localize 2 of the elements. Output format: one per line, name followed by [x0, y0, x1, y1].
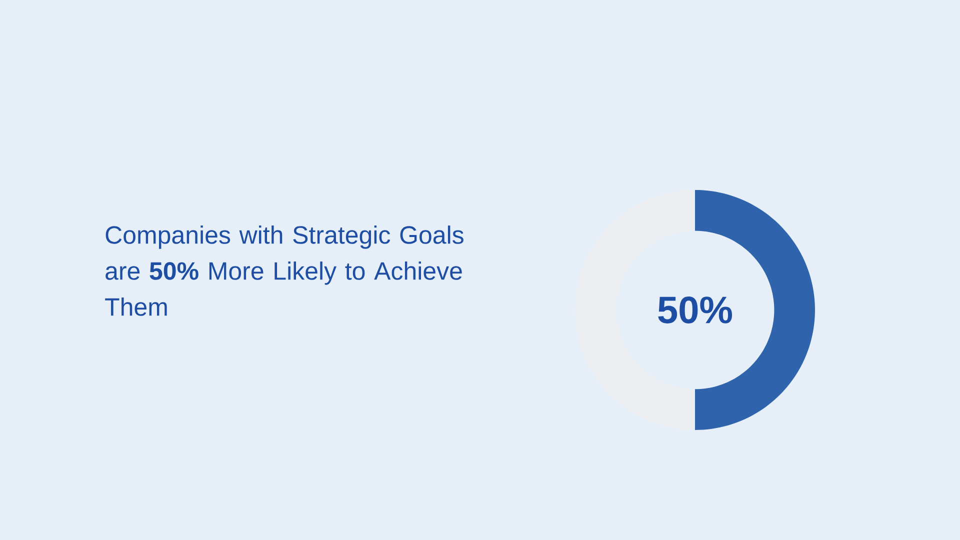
- data-label: 50%: [658, 296, 732, 324]
- chart-title: Companies with Strategic Goals are 50% More Likely to Achieve Them: [105, 226, 464, 316]
